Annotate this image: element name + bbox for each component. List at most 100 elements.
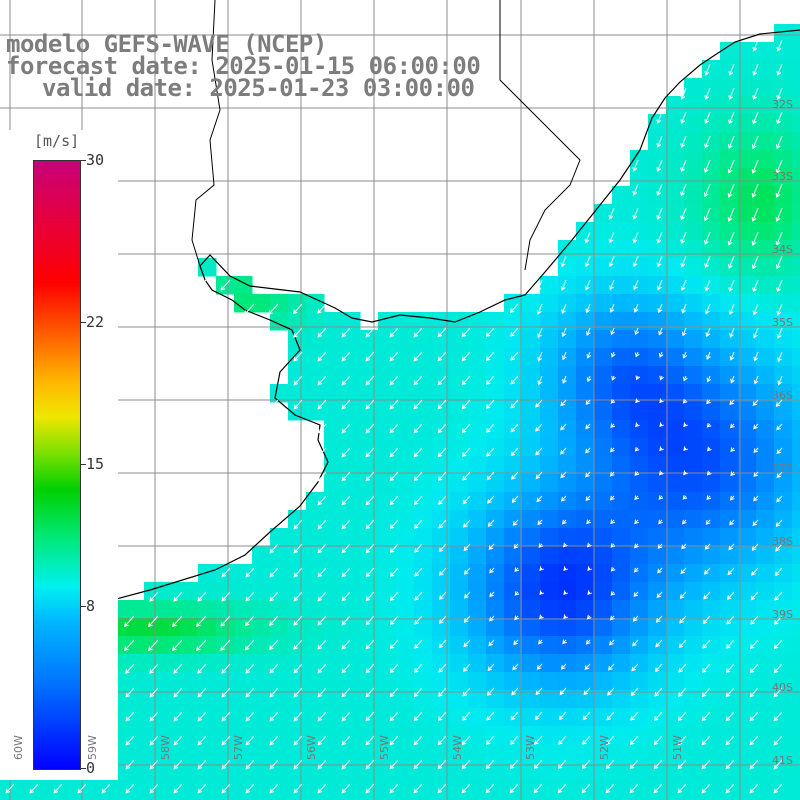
wind-arrow-head [610, 423, 616, 429]
wind-arrow-head [413, 788, 419, 794]
wind-arrow [726, 663, 735, 673]
wind-arrow [606, 735, 615, 745]
wind-arrow [656, 591, 663, 598]
wind-arrow [680, 207, 687, 220]
wind-speed-cell [774, 762, 793, 781]
wind-arrow [537, 663, 543, 670]
wind-arrow-head [683, 470, 688, 476]
wind-speed-cell [738, 726, 757, 745]
wind-speed-cell [738, 150, 757, 169]
wind-speed-cell [468, 600, 487, 619]
wind-speed-cell [756, 402, 775, 421]
wind-arrow-head [704, 168, 709, 174]
wind-speed-cell [594, 510, 613, 529]
wind-arrow [389, 375, 399, 386]
wind-arrow-head [610, 352, 616, 358]
wind-speed-cell [648, 402, 667, 421]
wind-speed-cell [684, 204, 703, 223]
wind-speed-cell [756, 150, 775, 169]
wind-arrow-head [197, 788, 203, 794]
wind-arrow-head [704, 119, 709, 125]
wind-arrow-head [728, 70, 734, 76]
wind-speed-cell [612, 240, 631, 259]
wind-speed-cell [702, 546, 721, 565]
wind-speed-cell [36, 798, 55, 800]
wind-arrow-head [560, 449, 565, 455]
wind-arrow [438, 519, 447, 529]
wind-arrow-head [659, 398, 664, 404]
wind-arrow [486, 423, 495, 433]
wind-speed-cell [540, 384, 559, 403]
wind-arrow-head [659, 446, 664, 452]
wind-speed-cell [702, 564, 721, 583]
wind-speed-cell [576, 492, 595, 511]
wind-arrow-head [461, 452, 467, 458]
wind-speed-cell [234, 600, 253, 619]
wind-arrow [437, 327, 447, 338]
wind-arrow [583, 687, 591, 695]
wind-arrow-head [658, 330, 663, 336]
wind-speed-cell [594, 204, 613, 223]
wind-speed-cell [594, 348, 613, 367]
wind-speed-cell [630, 366, 649, 385]
wind-arrow [559, 687, 567, 695]
wind-arrow-head [341, 452, 347, 458]
wind-speed-cell [774, 186, 793, 205]
wind-speed-cell [738, 168, 757, 187]
wind-arrow-head [245, 740, 251, 746]
wind-arrow [389, 711, 399, 721]
wind-arrow-head [269, 668, 275, 674]
wind-speed-cell [630, 294, 649, 313]
wind-speed-cell [198, 762, 217, 781]
wind-speed-cell [378, 726, 397, 745]
wind-speed-cell [486, 762, 505, 781]
wind-speed-cell [450, 744, 469, 763]
wind-arrow-head [485, 332, 491, 338]
wind-arrow [682, 327, 687, 336]
wind-speed-cell [378, 672, 397, 691]
wind-speed-cell [504, 762, 523, 781]
wind-speed-cell [144, 744, 163, 763]
wind-arrow-head [630, 691, 636, 697]
wind-speed-cell [18, 798, 37, 800]
wind-arrow-head [293, 596, 299, 602]
wind-arrow-head [659, 375, 665, 381]
wind-arrow-head [293, 404, 299, 410]
wind-arrow-head [317, 572, 323, 578]
wind-arrow [679, 615, 687, 624]
wind-speed-cell [324, 366, 343, 385]
wind-speed-cell [180, 708, 199, 727]
wind-arrow-head [683, 376, 688, 382]
wind-arrow [462, 687, 471, 697]
wind-speed-cell [288, 672, 307, 691]
wind-speed-cell [486, 672, 505, 691]
wind-speed-cell [630, 798, 649, 800]
wind-arrow-head [538, 543, 544, 548]
wind-arrow-head [682, 494, 688, 500]
wind-speed-cell [558, 564, 577, 583]
wind-arrow-head [586, 519, 591, 525]
wind-speed-cell [468, 582, 487, 601]
wind-speed-cell [180, 654, 199, 673]
wind-speed-cell [450, 384, 469, 403]
wind-arrow-head [775, 168, 781, 174]
wind-speed-cell [684, 240, 703, 259]
wind-arrow [683, 351, 687, 359]
wind-speed-cell [756, 546, 775, 565]
wind-speed-cell [306, 780, 325, 799]
wind-speed-cell [774, 24, 793, 43]
wind-speed-cell [702, 636, 721, 655]
wind-speed-cell [756, 204, 775, 223]
wind-speed-cell [720, 96, 739, 115]
wind-arrow [657, 183, 663, 196]
wind-speed-cell [126, 780, 145, 799]
wind-arrow-head [775, 402, 781, 407]
wind-speed-cell [576, 618, 595, 637]
wind-arrow [389, 687, 399, 697]
colorbar-tick-mark [80, 160, 86, 161]
wind-arrow-head [582, 740, 587, 745]
wind-speed-cell [396, 546, 415, 565]
wind-speed-cell [720, 402, 739, 421]
wind-speed-cell [774, 348, 793, 367]
wind-speed-cell [612, 186, 631, 205]
